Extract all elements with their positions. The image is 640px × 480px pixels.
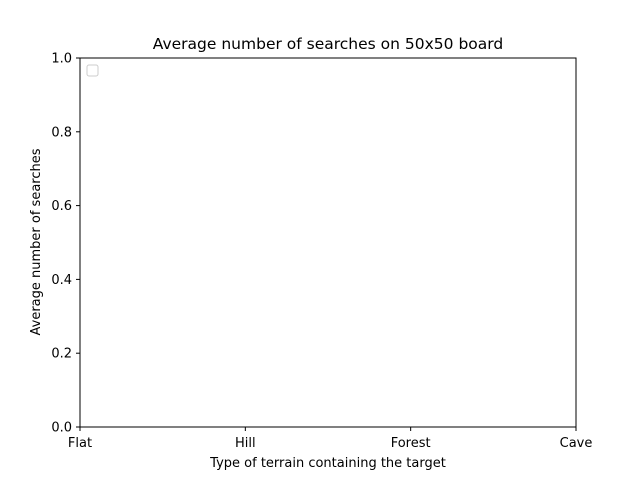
y-tick-label: 0.0 — [51, 421, 72, 436]
y-tick-label: 0.8 — [51, 125, 72, 140]
x-tick-label: Flat — [68, 436, 92, 451]
x-axis-label: Type of terrain containing the target — [209, 456, 446, 471]
plot-frame — [79, 57, 577, 428]
x-tick-label: Forest — [391, 436, 431, 451]
y-tick-label: 0.2 — [51, 347, 72, 362]
y-tick-label: 1.0 — [51, 52, 72, 67]
chart-title: Average number of searches on 50x50 boar… — [153, 35, 503, 53]
y-tick-label: 0.4 — [51, 273, 72, 288]
legend — [86, 64, 99, 77]
plot-area — [79, 57, 577, 428]
x-tick-label: Cave — [560, 436, 593, 451]
y-axis-label: Average number of searches — [29, 148, 44, 335]
y-axis: 0.0 0.2 0.4 0.6 0.8 1.0 — [51, 52, 80, 436]
y-tick-label: 0.6 — [51, 199, 72, 214]
x-tick-label: Hill — [235, 436, 256, 451]
x-axis: Flat Hill Forest Cave — [68, 427, 592, 451]
legend-box — [86, 64, 99, 77]
